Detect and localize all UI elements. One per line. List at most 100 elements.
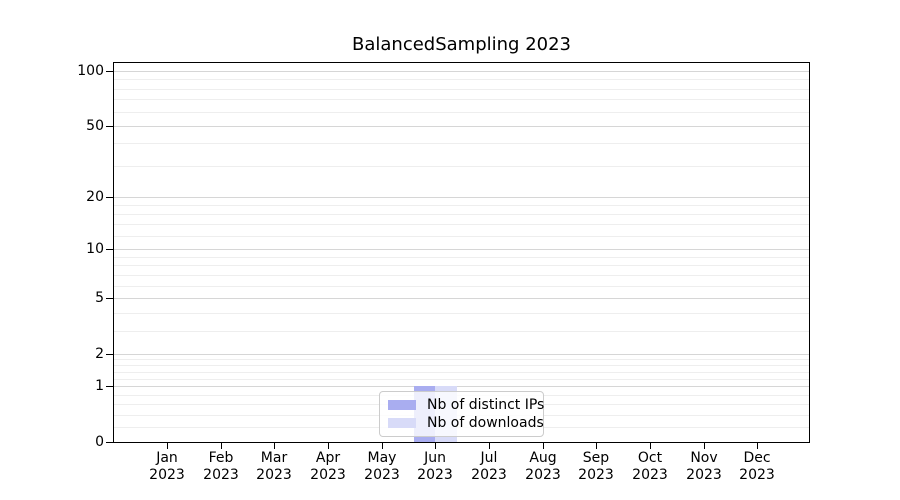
x-tick-month: Dec [743,450,771,466]
gridline-minor [114,99,809,100]
x-tick-mark [328,443,329,449]
x-tick-month: May [367,450,397,466]
x-tick-mark [543,443,544,449]
x-tick-year: 2023 [364,467,400,483]
x-tick-mark [489,443,490,449]
gridline-minor [114,257,809,258]
gridline-minor [114,365,809,366]
gridline-minor [114,265,809,266]
gridline-major [114,197,809,198]
y-tick-mark [106,71,113,72]
legend-row: Nb of distinct IPs [388,397,544,413]
x-tick-label: Jan 2023 [135,450,199,484]
gridline-minor [114,79,809,80]
gridline-major [114,354,809,355]
x-tick-label: Mar 2023 [242,450,306,484]
gridline-minor [114,143,809,144]
x-tick-mark [757,443,758,449]
gridline-minor [114,89,809,90]
gridline-minor [114,331,809,332]
y-tick-label: 20 [86,189,104,205]
y-tick-label: 0 [95,434,104,450]
legend: Nb of distinct IPs Nb of downloads [379,391,544,437]
x-tick-mark [435,443,436,449]
y-tick-label: 10 [86,241,104,257]
x-tick-label: Apr 2023 [296,450,360,484]
x-tick-label: Oct 2023 [618,450,682,484]
x-tick-month: Jan [156,450,178,466]
gridline-major [114,126,809,127]
y-tick-mark [106,354,113,355]
x-tick-month: Nov [690,450,718,466]
y-tick-mark [106,442,113,443]
x-tick-year: 2023 [149,467,185,483]
x-tick-year: 2023 [310,467,346,483]
gridline-minor [114,166,809,167]
x-tick-year: 2023 [203,467,239,483]
gridline-major [114,386,809,387]
x-tick-month: Oct [637,450,663,466]
x-tick-mark [382,443,383,449]
x-tick-label: Jun 2023 [403,450,467,484]
y-tick-label: 100 [77,63,104,79]
x-tick-mark [650,443,651,449]
legend-label: Nb of downloads [427,415,544,432]
gridline-major [114,249,809,250]
y-tick-mark [106,249,113,250]
x-tick-mark [596,443,597,449]
legend-label: Nb of distinct IPs [427,396,545,413]
x-tick-year: 2023 [632,467,668,483]
x-tick-year: 2023 [256,467,292,483]
gridline-minor [114,214,809,215]
x-tick-year: 2023 [525,467,561,483]
gridline-minor [114,286,809,287]
x-tick-month: Aug [529,450,557,466]
x-tick-label: Nov 2023 [672,450,736,484]
y-tick-label: 2 [95,346,104,362]
y-tick-mark [106,298,113,299]
gridline-minor [114,224,809,225]
x-tick-month: Jun [424,450,446,466]
x-tick-year: 2023 [739,467,775,483]
gridline-minor [114,112,809,113]
x-tick-year: 2023 [471,467,507,483]
x-tick-month: Jul [480,450,498,466]
y-tick-mark [106,386,113,387]
x-tick-mark [221,443,222,449]
gridline-major [114,71,809,72]
y-tick-mark [106,197,113,198]
x-tick-month: Apr [315,450,341,466]
legend-swatch [388,399,416,410]
x-tick-mark [274,443,275,449]
x-tick-label: Sep 2023 [564,450,628,484]
legend-row: Nb of downloads [388,415,544,431]
gridline-minor [114,313,809,314]
x-tick-mark [167,443,168,449]
chart-title: BalancedSampling 2023 [352,34,571,55]
x-tick-month: Mar [260,450,288,466]
gridline-minor [114,372,809,373]
plot-area [113,62,810,443]
x-tick-year: 2023 [417,467,453,483]
x-tick-month: Sep [582,450,610,466]
y-tick-label: 1 [95,378,104,394]
x-tick-label: May 2023 [350,450,414,484]
x-tick-label: Aug 2023 [511,450,575,484]
gridline-major [114,298,809,299]
gridline-minor [114,275,809,276]
gridline-minor [114,359,809,360]
gridline-minor [114,379,809,380]
x-tick-label: Dec 2023 [725,450,789,484]
gridline-minor [114,236,809,237]
y-tick-label: 5 [95,290,104,306]
x-tick-label: Feb 2023 [189,450,253,484]
y-tick-mark [106,126,113,127]
legend-swatch [388,418,416,429]
x-tick-year: 2023 [686,467,722,483]
x-tick-year: 2023 [578,467,614,483]
x-tick-month: Feb [208,450,234,466]
gridline-minor [114,205,809,206]
x-tick-mark [704,443,705,449]
x-tick-label: Jul 2023 [457,450,521,484]
